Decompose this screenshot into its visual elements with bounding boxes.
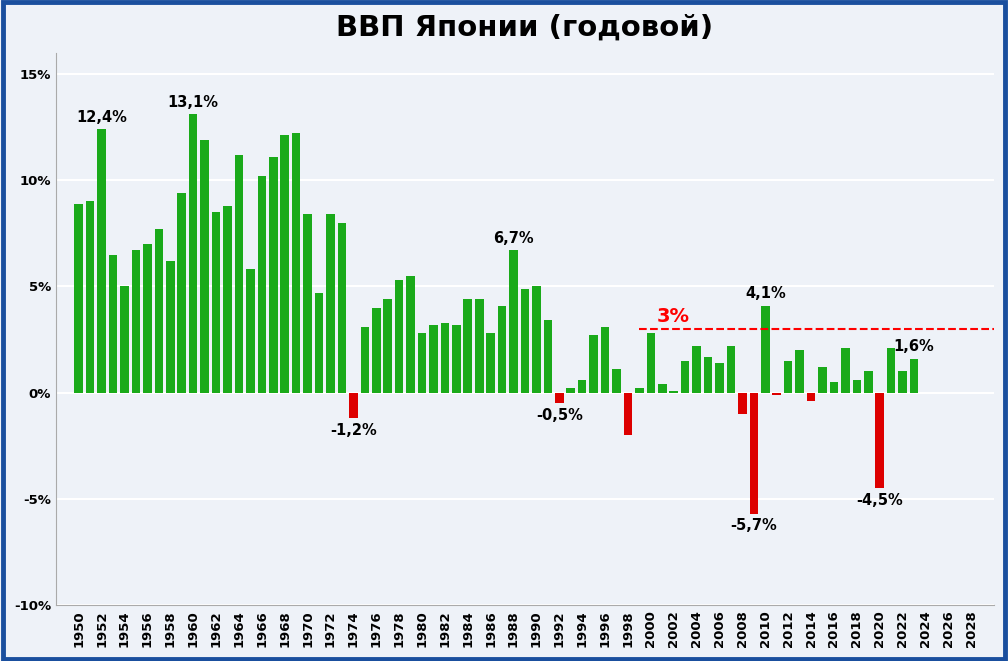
Bar [109, 254, 117, 393]
Text: -0,5%: -0,5% [536, 408, 583, 422]
Bar [818, 368, 827, 393]
Bar [864, 371, 873, 393]
Bar [566, 389, 575, 393]
Text: 6,7%: 6,7% [493, 231, 534, 246]
Bar [910, 359, 918, 393]
Bar [188, 114, 198, 393]
Bar [795, 350, 804, 393]
Bar [280, 136, 289, 393]
Bar [201, 139, 209, 393]
Bar [132, 251, 140, 393]
Bar [704, 356, 713, 393]
Bar [806, 393, 815, 401]
Bar [555, 393, 563, 403]
Title: ВВП Японии (годовой): ВВП Японии (годовой) [337, 14, 714, 42]
Bar [716, 363, 724, 393]
Bar [154, 229, 163, 393]
Bar [338, 223, 346, 393]
Bar [86, 202, 95, 393]
Bar [475, 299, 484, 393]
Bar [601, 327, 610, 393]
Bar [680, 361, 689, 393]
Text: -5,7%: -5,7% [731, 518, 777, 533]
Bar [417, 333, 426, 393]
Bar [452, 325, 461, 393]
Bar [464, 299, 472, 393]
Bar [395, 280, 403, 393]
Bar [658, 384, 666, 393]
Bar [635, 389, 644, 393]
Bar [887, 348, 895, 393]
Bar [784, 361, 792, 393]
Bar [498, 305, 506, 393]
Bar [75, 204, 83, 393]
Bar [830, 382, 839, 393]
Bar [612, 369, 621, 393]
Bar [590, 335, 598, 393]
Bar [727, 346, 735, 393]
Bar [372, 308, 381, 393]
Bar [257, 176, 266, 393]
Bar [246, 270, 255, 393]
Bar [327, 214, 335, 393]
Text: 1,6%: 1,6% [894, 340, 934, 354]
Bar [509, 251, 518, 393]
Bar [212, 212, 221, 393]
Text: -4,5%: -4,5% [857, 492, 903, 508]
Bar [738, 393, 747, 414]
Bar [314, 293, 324, 393]
Bar [692, 346, 701, 393]
Bar [177, 193, 186, 393]
Bar [120, 286, 129, 393]
Bar [841, 348, 850, 393]
Bar [853, 380, 861, 393]
Bar [349, 393, 358, 418]
Bar [361, 327, 369, 393]
Text: 13,1%: 13,1% [167, 95, 219, 110]
Bar [875, 393, 884, 488]
Bar [292, 134, 300, 393]
Bar [646, 333, 655, 393]
Text: 3%: 3% [656, 307, 689, 327]
Bar [532, 286, 540, 393]
Bar [898, 371, 907, 393]
Bar [235, 155, 243, 393]
Text: 12,4%: 12,4% [77, 110, 127, 125]
Text: -1,2%: -1,2% [330, 422, 377, 438]
Bar [487, 333, 495, 393]
Bar [166, 261, 174, 393]
Bar [578, 380, 587, 393]
Bar [143, 244, 151, 393]
Bar [429, 325, 437, 393]
Bar [543, 321, 552, 393]
Bar [772, 393, 781, 395]
Bar [750, 393, 758, 514]
Bar [303, 214, 311, 393]
Bar [669, 391, 678, 393]
Bar [624, 393, 632, 436]
Bar [383, 299, 392, 393]
Bar [521, 289, 529, 393]
Bar [440, 323, 450, 393]
Bar [98, 129, 106, 393]
Bar [406, 276, 415, 393]
Text: 4,1%: 4,1% [745, 286, 785, 301]
Bar [223, 206, 232, 393]
Bar [761, 305, 769, 393]
Bar [269, 157, 277, 393]
